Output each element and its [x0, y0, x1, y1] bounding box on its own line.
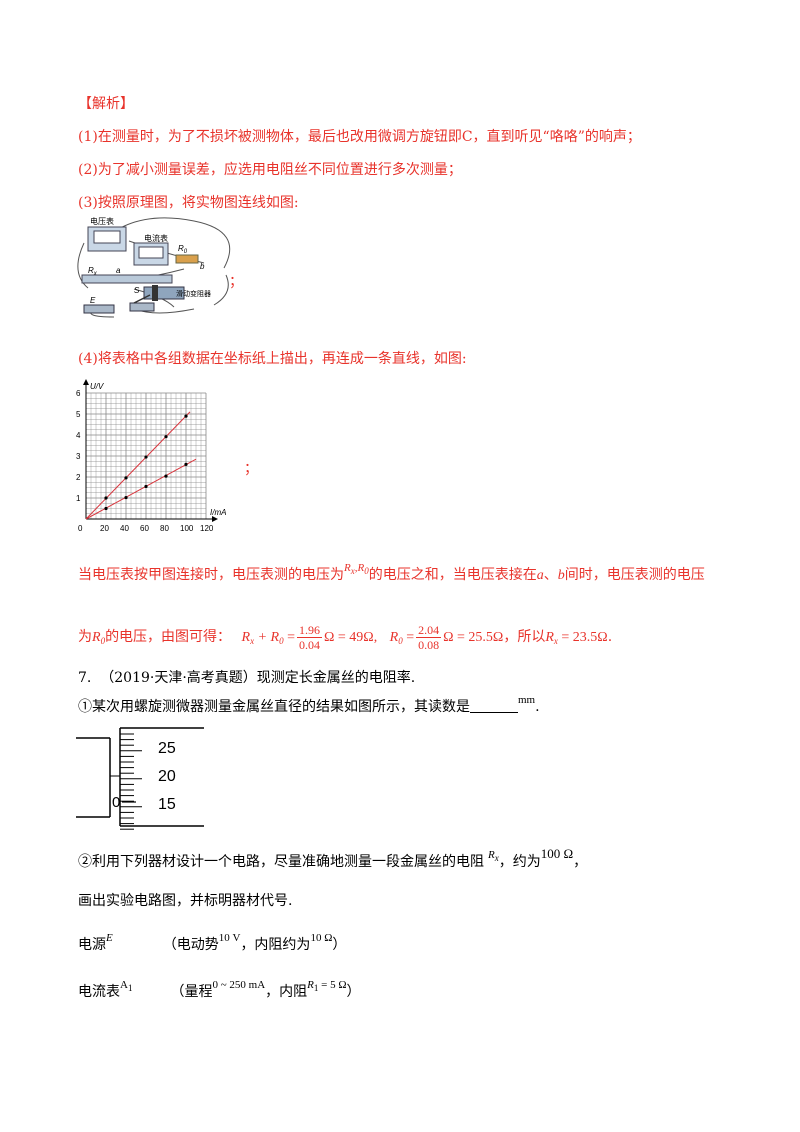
circuit-suffix: ；	[229, 274, 243, 290]
equipment-ammeter: 电流表A1 （量程0 ~ 250 mA，内阻R1 = 5 Ω）	[78, 979, 361, 1000]
fit-line	[85, 458, 197, 520]
y-tick-label: 2	[76, 473, 81, 482]
x-tick-label: 40	[120, 524, 129, 533]
data-point	[164, 474, 168, 478]
switch-label: S	[134, 286, 140, 295]
x-tick-label: 100	[180, 524, 194, 533]
equation-rx-plus-r0: Rx + R0 = 1.96 0.04 Ω = 49Ω,	[241, 623, 378, 653]
x-tick-label: 80	[160, 524, 169, 533]
battery-label: E	[90, 296, 96, 305]
question-7-part-2: ②利用下列器材设计一个电路，尽量准确地测量一段金属丝的电阻 Rx，约为100 Ω，	[78, 846, 588, 870]
ammeter-label: 电流表	[144, 233, 168, 243]
graph-suffix: ；	[244, 461, 258, 477]
data-point	[124, 495, 128, 500]
y-tick-label: 1	[76, 494, 81, 503]
data-point	[184, 414, 188, 418]
data-point	[144, 484, 148, 489]
analysis-step-1: (1)在测量时，为了不损坏被测物体，最后也改用微调方旋钮即C，直到听见“咯咯”的…	[78, 129, 641, 145]
data-point	[164, 435, 168, 439]
equation-rx: Rx = 23.5Ω	[545, 630, 608, 646]
y-tick-label: 6	[76, 389, 81, 398]
x-tick-label: 0	[78, 524, 83, 533]
terminal-b-label: b	[200, 262, 205, 271]
analysis-heading: 【解析】	[78, 96, 134, 112]
thimble-label-15: 15	[158, 796, 176, 813]
analysis-step-3: (3)按照原理图，将实物图连线如图:	[78, 195, 299, 211]
analysis-step-2: (2)为了减小测量误差，应选用电阻丝不同位置进行多次测量；	[78, 162, 462, 178]
fit-line	[85, 411, 191, 520]
analysis-step-4: (4)将表格中各组数据在坐标纸上描出，再连成一条直线，如图:	[78, 351, 467, 367]
thimble-label-25: 25	[158, 740, 176, 757]
x-axis-label: I/mA	[210, 508, 226, 517]
circuit-illustration: 电压表 电流表 R0 b Rx a 滑动变阻器 E S	[74, 213, 244, 323]
equipment-source: 电源E （电动势10 V，内阻约为10 Ω）	[78, 932, 347, 953]
y-tick-label: 4	[76, 431, 81, 440]
y-tick-label: 3	[76, 452, 81, 461]
y-axis-label: U/V	[90, 382, 104, 391]
data-point	[184, 462, 188, 466]
voltmeter-label: 电压表	[90, 216, 114, 226]
x-tick-label: 20	[100, 524, 109, 533]
micrometer-figure: 0 25 20 15	[76, 722, 216, 832]
explanation-line-2: 为R0的电压，由图可得： Rx + R0 = 1.96 0.04 Ω = 49Ω, R…	[78, 623, 613, 653]
answer-blank[interactable]	[470, 698, 518, 713]
terminal-a-label: a	[116, 266, 121, 275]
data-point	[104, 496, 108, 500]
equation-r0: R0 = 2.04 0.08 Ω = 25.5Ω	[389, 623, 504, 653]
question-7-title: 7. （2019·天津·高考真题）现测定长金属丝的电阻率.	[78, 670, 416, 686]
sleeve-zero-label: 0	[112, 794, 120, 811]
ui-chart: 0 20 40 60 80 100 120 1 2 3 4 5 6 I/mA U/V	[66, 373, 226, 535]
explanation-line-1: 当电压表按甲图连接时，电压表测的电压为Rx,R0的电压之和，当电压表接在a、b间…	[78, 562, 705, 583]
question-7-part-3: 画出实验电路图，并标明器材代号.	[78, 893, 293, 909]
thimble-label-20: 20	[158, 768, 176, 785]
x-tick-label: 120	[200, 524, 214, 533]
r0-label: R0	[178, 244, 188, 255]
rheostat-label: 滑动变阻器	[176, 289, 211, 298]
x-tick-label: 60	[140, 524, 149, 533]
x-axis-arrow	[212, 516, 218, 522]
data-point	[124, 476, 128, 480]
data-point	[144, 455, 148, 459]
y-axis-arrow	[83, 379, 89, 385]
rx-label: Rx	[88, 266, 98, 277]
data-point	[104, 506, 108, 511]
question-7-part-1: ①某次用螺旋测微器测量金属丝直径的结果如图所示，其读数是 mm.	[78, 694, 540, 715]
y-tick-label: 5	[76, 410, 81, 419]
